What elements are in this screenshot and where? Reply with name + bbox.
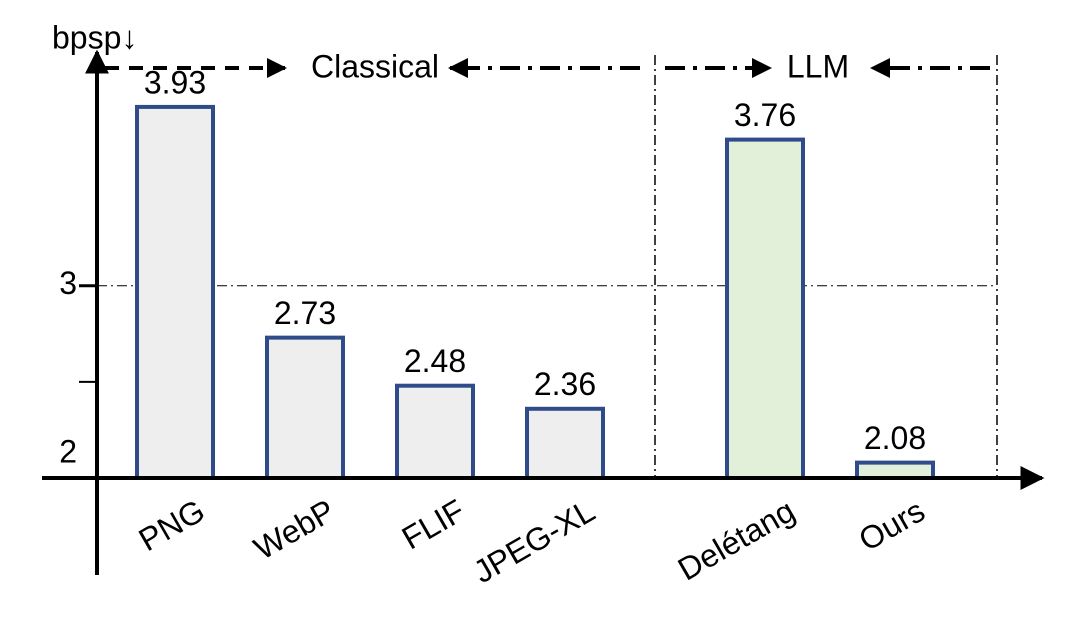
value-label: 2.36: [534, 366, 596, 402]
group-label: Classical: [311, 48, 439, 84]
x-tick-label: WebP: [248, 492, 341, 566]
y-tick-label: 3: [59, 265, 77, 301]
group-label: LLM: [787, 48, 849, 84]
bar: [525, 406, 605, 481]
y-tick-label: 2: [59, 433, 77, 469]
value-label: 2.48: [404, 343, 466, 379]
bar: [265, 335, 345, 480]
bar: [725, 137, 805, 480]
x-tick-label: JPEG-XL: [467, 492, 601, 590]
value-label: 3.76: [734, 97, 796, 133]
axes: [42, 49, 1045, 575]
value-label: 3.93: [144, 64, 206, 100]
bar: [135, 104, 215, 480]
x-tick-label: Ours: [853, 492, 931, 558]
x-tick-label: FLIF: [396, 492, 471, 556]
bar: [855, 460, 935, 481]
y-axis-label: bpsp↓: [52, 19, 137, 55]
x-tick-label: Delétang: [672, 492, 801, 587]
value-label: 2.73: [274, 295, 336, 331]
bar: [395, 383, 475, 480]
x-tick-label: PNG: [133, 492, 211, 558]
value-label: 2.08: [864, 420, 926, 456]
